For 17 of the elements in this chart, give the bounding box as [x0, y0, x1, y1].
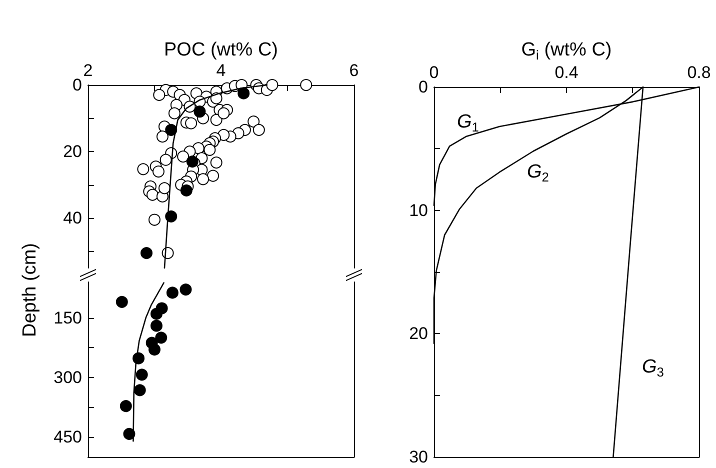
y-tick-label: 150	[54, 308, 82, 328]
y-tick-label: 0	[418, 78, 428, 96]
x-tick-label: 2	[83, 61, 93, 80]
y-tick-label: 450	[54, 428, 82, 447]
y-tick-label: 10	[409, 200, 428, 220]
x-tick-label: 0.4	[554, 63, 578, 82]
y-tick-label: 300	[54, 368, 82, 387]
x-tick-label: 4	[216, 61, 226, 80]
y-tick-label: 30	[409, 448, 428, 466]
x-tick-label: 6	[349, 61, 359, 80]
y-tick-label: 40	[63, 208, 82, 228]
chart-title: POC (wt% C)	[164, 40, 278, 60]
y-axis-title: Depth (cm)	[20, 243, 40, 337]
y-tick-label: 20	[63, 142, 82, 162]
x-tick-label: 0.8	[687, 63, 711, 82]
y-tick-label: 20	[409, 324, 428, 344]
y-tick-label: 0	[72, 76, 82, 94]
